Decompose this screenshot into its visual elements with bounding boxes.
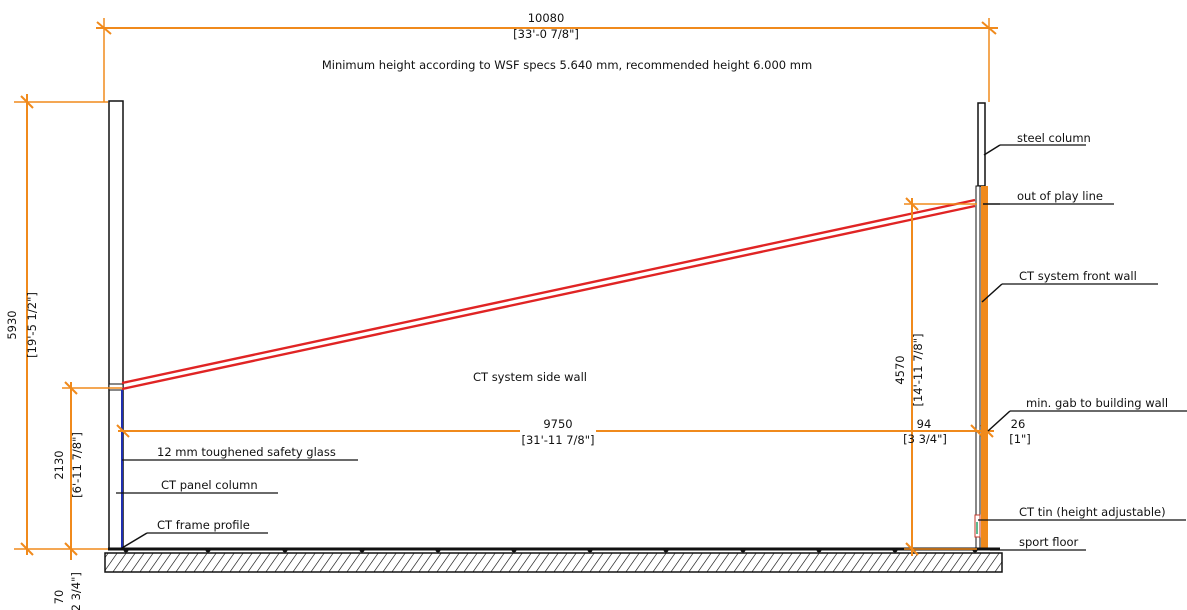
outline-height-top-tick xyxy=(905,197,919,211)
out-of-play-line-upper xyxy=(121,198,976,385)
glass-height-imperial: [6'-11 7/8"] xyxy=(70,432,84,498)
right-labels: steel column out of play line CT system … xyxy=(978,131,1187,551)
floor xyxy=(104,547,1003,573)
wall-thickness-imperial: [3 3/4"] xyxy=(903,432,947,446)
gap-tick xyxy=(980,424,994,438)
total-height-top-tick xyxy=(20,95,34,109)
wall-thickness-dimension: 94 [3 3/4"] 26 [1"] xyxy=(903,417,1031,446)
out-of-play-line xyxy=(121,198,976,391)
court-length-label-bg xyxy=(520,418,596,444)
court-length-value: 9750 xyxy=(543,417,572,431)
left-panel-column xyxy=(108,100,124,550)
label-out-of-play-line: out of play line xyxy=(1017,189,1103,203)
label-min-gap: min. gab to building wall xyxy=(1026,396,1168,410)
label-tin: CT tin (height adjustable) xyxy=(1019,505,1166,519)
glass-height-value: 2130 xyxy=(52,450,66,479)
glass-height-bottom-tick xyxy=(64,542,78,556)
front-wall-inner-line xyxy=(975,185,981,551)
label-frame-profile: CT frame profile xyxy=(157,518,250,532)
label-glass: 12 mm toughened safety glass xyxy=(157,445,336,459)
total-height-bottom-tick xyxy=(20,542,34,556)
top-dimension-right-tick xyxy=(981,21,997,35)
court-length-dimension: 9750 [31'-11 7/8"] xyxy=(116,417,994,447)
side-wall-label: CT system side wall xyxy=(473,370,587,384)
outline-height-bottom-tick xyxy=(905,542,919,556)
top-dimension-left-tick xyxy=(96,21,112,35)
court-length-right-tick xyxy=(970,424,984,438)
outline-height-imperial: [14'-11 7/8"] xyxy=(911,333,925,406)
top-dimension-value: 10080 xyxy=(528,11,565,25)
top-dimension-imperial: [33'-0 7/8"] xyxy=(513,27,579,41)
front-wall-panel xyxy=(981,186,988,550)
height-note: Minimum height according to WSF specs 5.… xyxy=(322,58,812,72)
left-wall xyxy=(108,100,124,550)
label-sport-floor: sport floor xyxy=(1019,535,1079,549)
floor-hatch xyxy=(104,552,1003,573)
wall-thickness-value: 94 xyxy=(917,417,932,431)
outline-height-value: 4570 xyxy=(893,355,907,384)
left-glass-top-cap xyxy=(108,383,124,391)
outline-height-dimension: 4570 [14'-11 7/8"] xyxy=(893,197,977,556)
floor-height-imperial: [2 3/4"] xyxy=(69,572,83,610)
court-length-left-tick xyxy=(116,424,130,438)
out-of-play-line-lower xyxy=(121,204,976,391)
gap-value: 26 xyxy=(1011,417,1026,431)
top-dimension: 10080 [33'-0 7/8"] xyxy=(96,11,998,102)
glass-height-top-tick xyxy=(64,381,78,395)
left-labels: 12 mm toughened safety glass CT panel co… xyxy=(116,445,358,549)
label-front-wall: CT system front wall xyxy=(1019,269,1137,283)
total-height-value: 5930 xyxy=(5,310,19,339)
steel-column-shape xyxy=(977,102,986,187)
left-dimensions: 5930 [19'-5 1/2"] 2130 [6'-11 7/8"] 70 [… xyxy=(5,94,122,610)
floor-height-value: 70 xyxy=(52,590,66,605)
right-wall xyxy=(974,102,988,551)
gap-imperial: [1"] xyxy=(1009,432,1031,446)
court-length-imperial: [31'-11 7/8"] xyxy=(521,433,594,447)
label-steel-column: steel column xyxy=(1017,131,1091,145)
label-panel-column: CT panel column xyxy=(161,478,258,492)
total-height-imperial: [19'-5 1/2"] xyxy=(25,292,39,358)
